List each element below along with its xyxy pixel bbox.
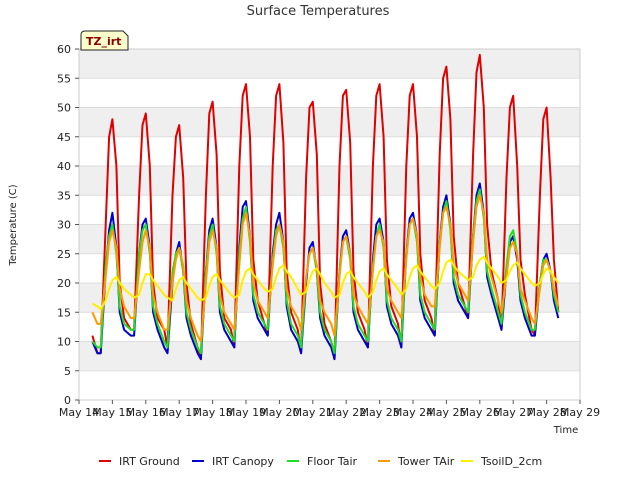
x-tick-label: May 16 <box>126 406 166 419</box>
legend: IRT Ground IRT Canopy Floor Tair Tower TAir… <box>99 455 542 468</box>
series-line-irt-ground <box>91 53 560 361</box>
grid-band <box>79 166 580 196</box>
y-tick-label: 30 <box>57 219 71 232</box>
x-tick-label: May 17 <box>159 406 199 419</box>
grid-band <box>79 224 580 254</box>
x-tick-label: May 26 <box>460 406 500 419</box>
site-badge-label: TZ_irt <box>86 35 121 48</box>
legend-label-irt-canopy: IRT Canopy <box>212 455 274 468</box>
y-tick-label: 50 <box>57 102 71 115</box>
y-tick-label: 25 <box>57 248 71 261</box>
y-tick-label: 45 <box>57 131 71 144</box>
x-tick-label: May 28 <box>526 406 566 419</box>
x-tick-label: May 29 <box>560 406 600 419</box>
legend-label-floor-tair: Floor Tair <box>307 455 358 468</box>
x-tick-label: May 19 <box>226 406 266 419</box>
legend-label-irt-ground: IRT Ground <box>119 455 180 468</box>
y-tick-label: 55 <box>57 72 71 85</box>
legend-label-tower-tair: Tower TAir <box>397 455 455 468</box>
y-tick-label: 5 <box>64 365 71 378</box>
grid-band <box>79 107 580 137</box>
x-tick-label: May 15 <box>92 406 132 419</box>
y-tick-label: 20 <box>57 277 71 290</box>
grid-band <box>79 49 580 79</box>
y-axis-label: Temperature (C) <box>8 184 19 266</box>
x-tick-label: May 23 <box>359 406 399 419</box>
x-tick-label: May 14 <box>59 406 99 419</box>
legend-label-tsoild-2cm: TsoilD_2cm <box>480 455 542 468</box>
x-tick-label: May 20 <box>259 406 299 419</box>
x-tick-label: May 18 <box>192 406 232 419</box>
y-axis-ticks: 0 5 10 15 20 25 30 35 40 45 50 55 60 <box>57 43 79 407</box>
y-tick-label: 60 <box>57 43 71 56</box>
y-tick-label: 40 <box>57 160 71 173</box>
series-line-tsoild-2cm <box>91 255 560 311</box>
x-tick-label: May 25 <box>426 406 466 419</box>
y-tick-label: 10 <box>57 336 71 349</box>
y-tick-label: 0 <box>64 394 71 407</box>
x-axis-label: Time <box>553 425 578 436</box>
y-tick-label: 15 <box>57 306 71 319</box>
x-tick-label: May 27 <box>493 406 533 419</box>
plot-background-bands <box>79 48 580 401</box>
chart-title: Surface Temperatures <box>247 4 390 19</box>
x-tick-label: May 24 <box>393 406 433 419</box>
site-badge: TZ_irt <box>80 30 129 51</box>
x-tick-label: May 21 <box>293 406 333 419</box>
site-badge-box <box>80 30 129 51</box>
series-lines <box>91 53 560 361</box>
y-tick-label: 35 <box>57 189 71 202</box>
x-tick-label: May 22 <box>326 406 366 419</box>
